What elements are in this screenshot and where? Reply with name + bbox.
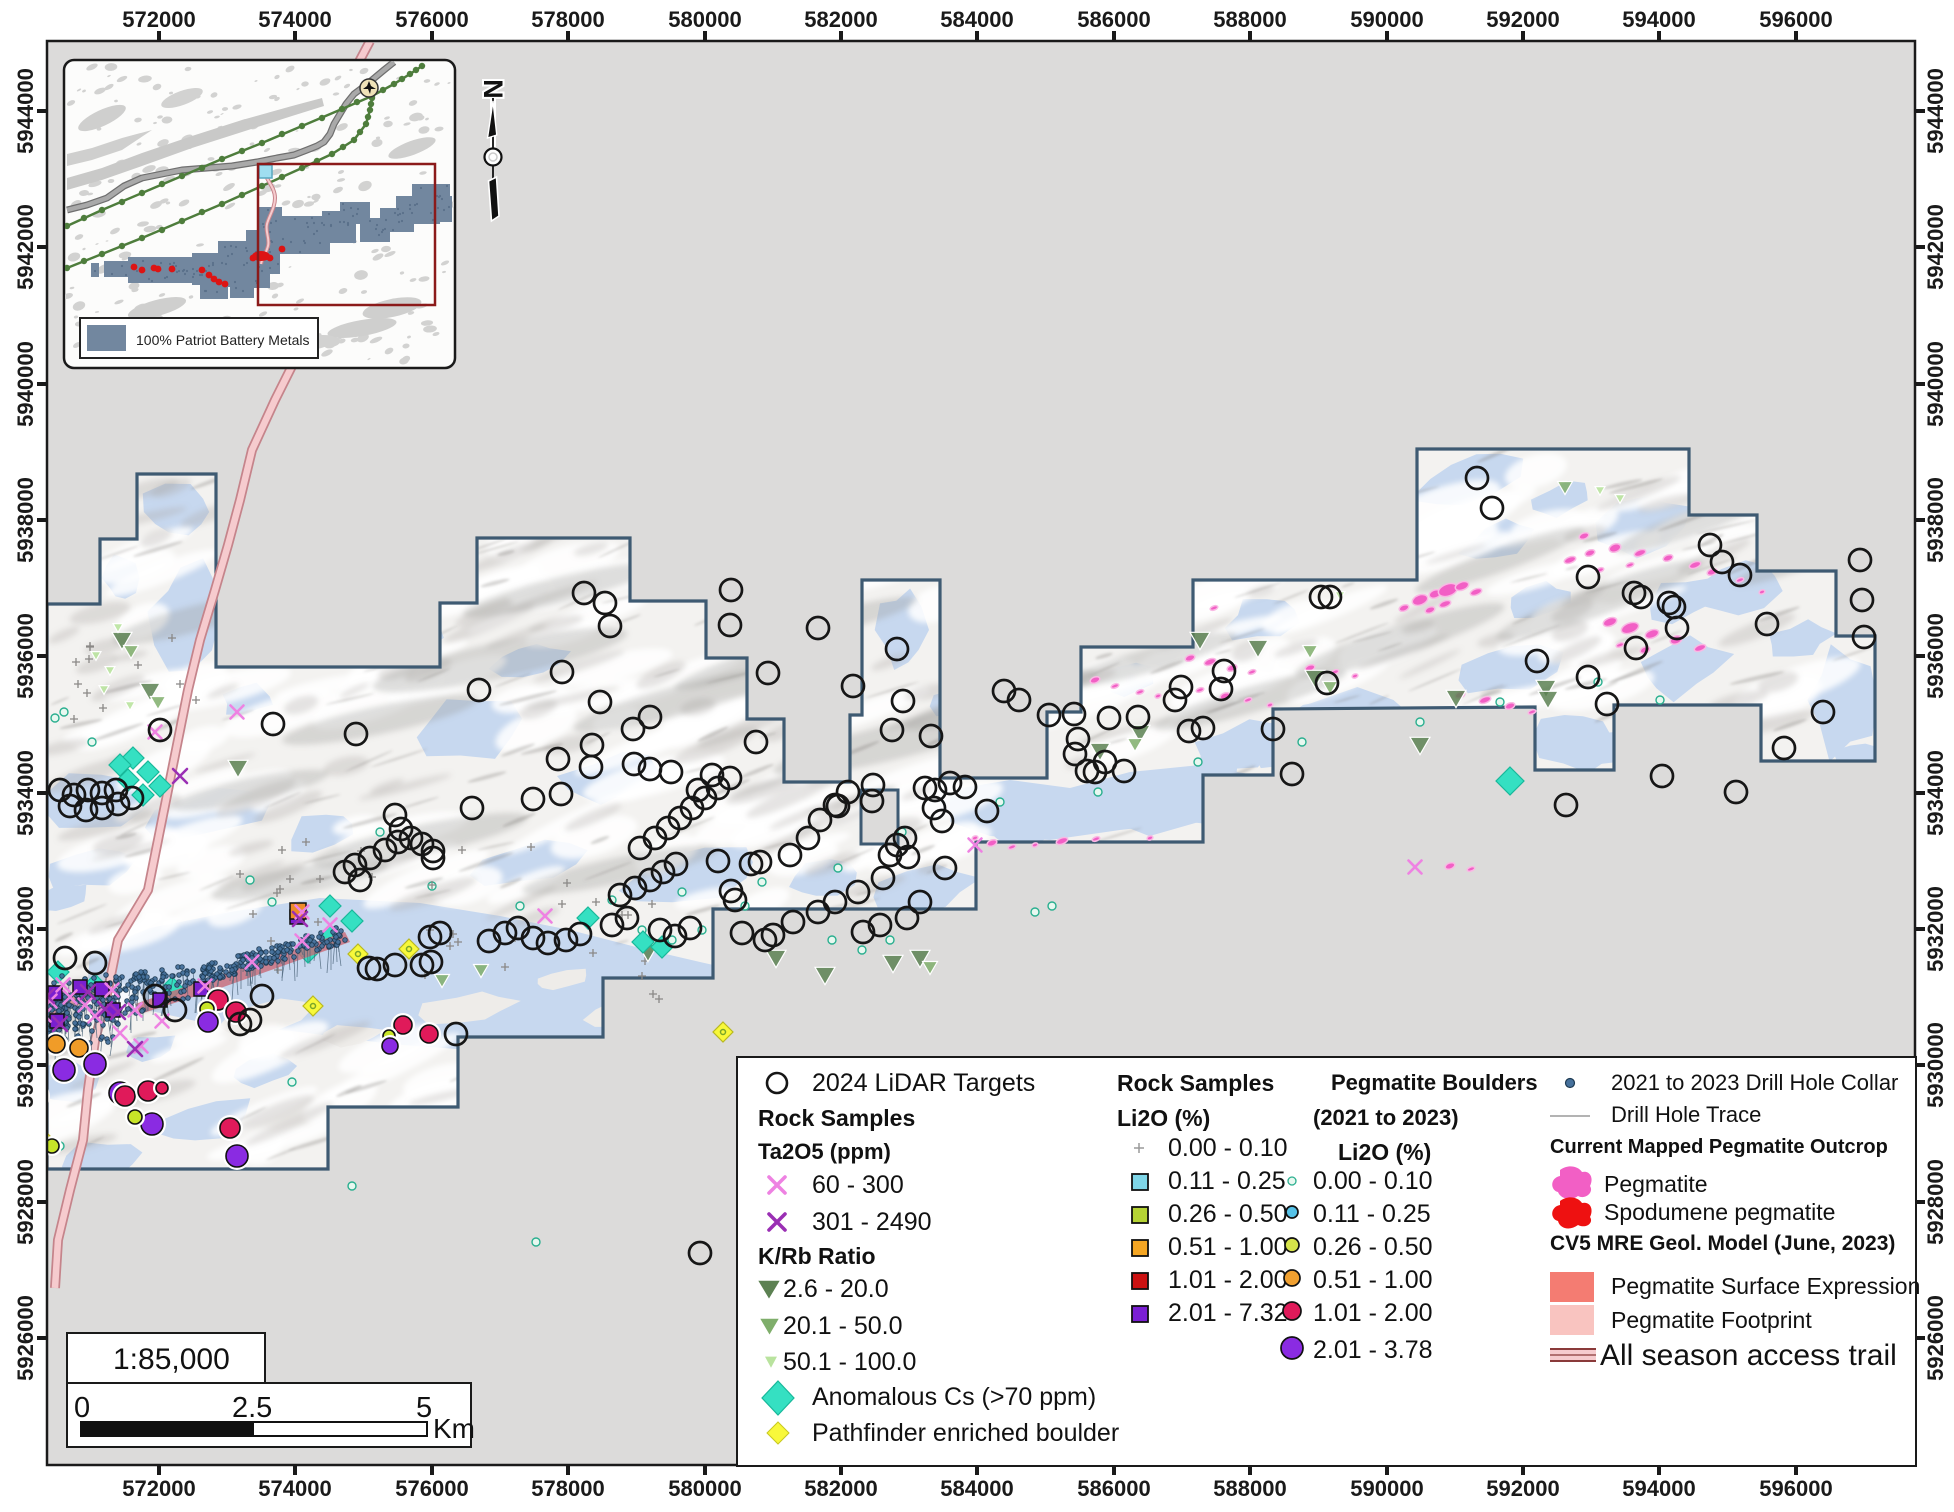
svg-text:100% Patriot Battery Metals: 100% Patriot Battery Metals bbox=[136, 332, 310, 348]
svg-text:N: N bbox=[478, 79, 508, 99]
